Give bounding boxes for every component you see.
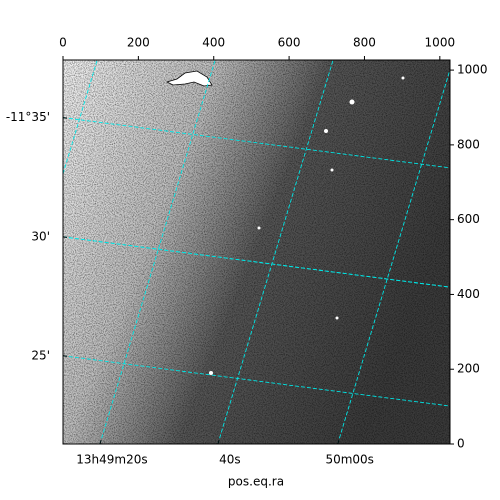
dec-grid-line: [63, 236, 450, 288]
dec-grid-line: [63, 117, 450, 169]
ra-grid-line: [217, 60, 334, 444]
x-tick-label: 1000: [425, 36, 456, 50]
ra-grid-line: [337, 68, 450, 444]
y-tick-label: 1000: [457, 63, 488, 77]
dec-tick: [62, 236, 68, 238]
dec-tick-label: 25': [31, 348, 50, 362]
plot-frame: [62, 59, 451, 445]
ra-tick: [217, 439, 220, 445]
y-tick-label: 0: [457, 437, 465, 451]
ra-grid-line: [99, 60, 216, 444]
dec-tick-label: -11°35': [6, 110, 50, 124]
y-tick-label: 200: [457, 362, 480, 376]
x-tick-label: 800: [353, 36, 376, 50]
x-tick-label: 200: [127, 36, 150, 50]
y-tick-label: 600: [457, 212, 480, 226]
dec-grid-line: [63, 355, 450, 407]
sky-image: [63, 60, 450, 444]
ra-tick-label: 40s: [219, 453, 241, 467]
wcs-grid: [63, 60, 500, 444]
y-tick-label: 800: [457, 137, 480, 151]
ra-tick: [99, 439, 102, 445]
ra-tick: [337, 439, 340, 445]
y-tick-label: 400: [457, 287, 480, 301]
dec-tick: [62, 117, 68, 119]
x-tick-label: 600: [278, 36, 301, 50]
ra-tick-label: 50m00s: [325, 453, 373, 467]
ra-grid-line: [454, 60, 500, 444]
dec-tick: [62, 355, 68, 357]
dec-tick-label: 30': [31, 229, 50, 243]
x-tick-label: 0: [59, 36, 67, 50]
x-axis-label: pos.eq.ra: [228, 475, 284, 489]
x-tick-label: 400: [202, 36, 225, 50]
ra-tick-label: 13h49m20s: [76, 453, 147, 467]
